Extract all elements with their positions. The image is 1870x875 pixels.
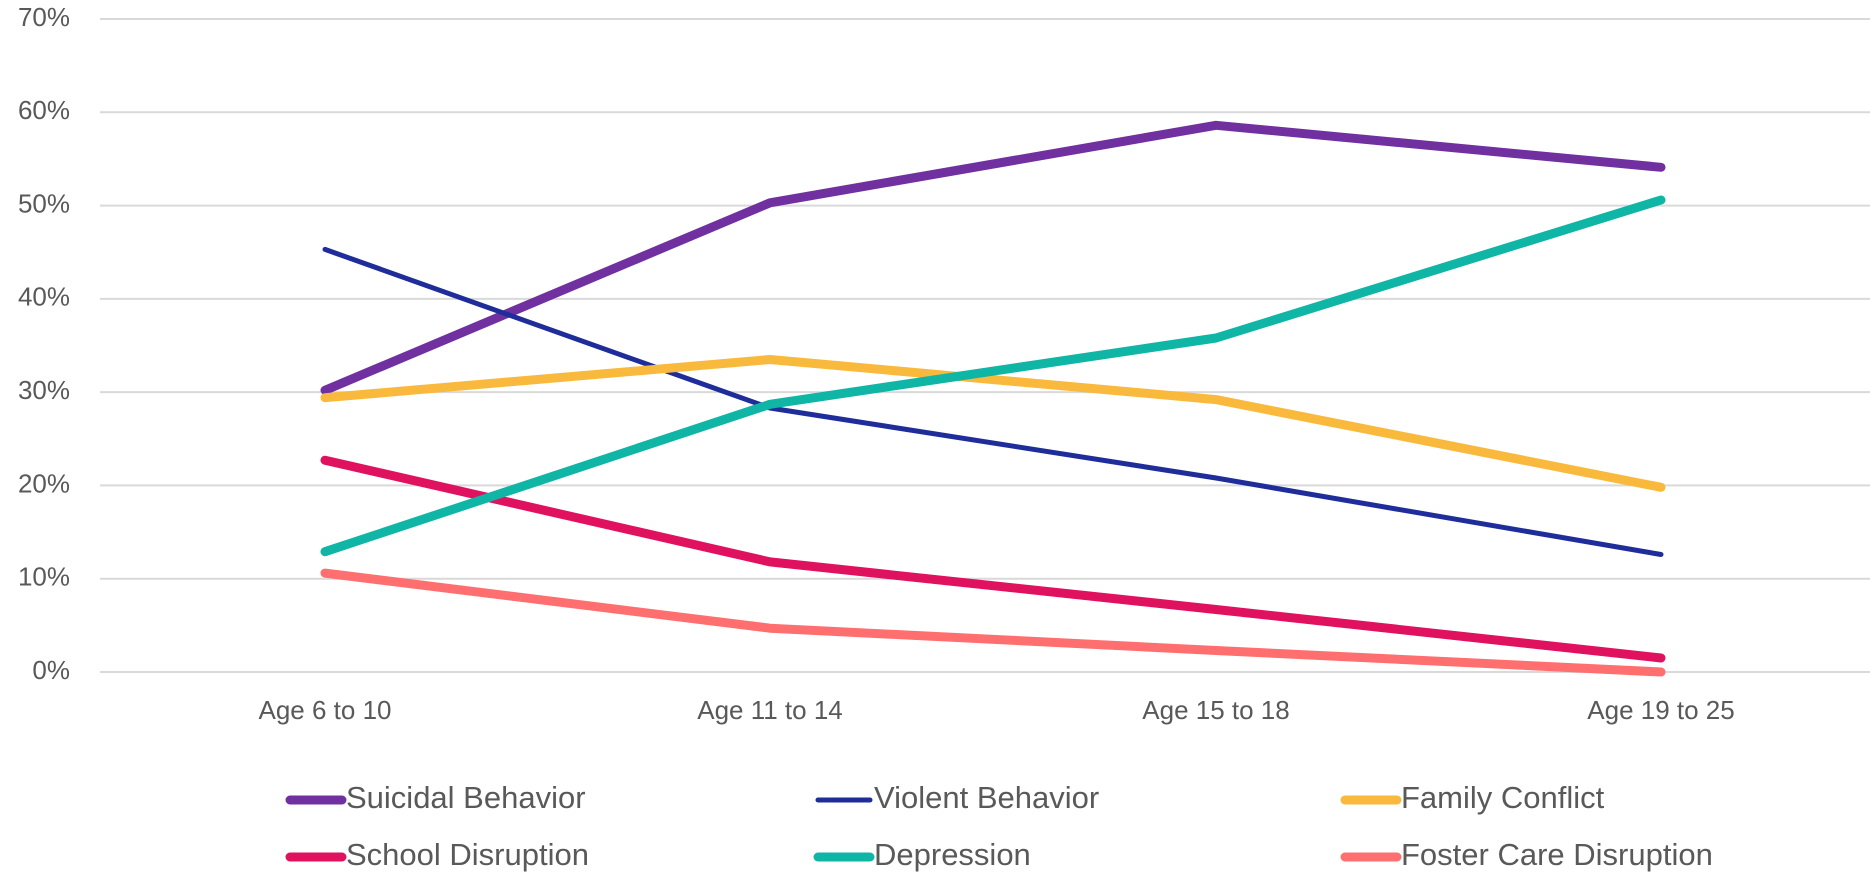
legend-label: School Disruption xyxy=(346,837,589,872)
x-tick-label: Age 15 to 18 xyxy=(1142,695,1289,725)
series-line-suicidal-behavior xyxy=(320,120,1666,395)
y-tick-label: 20% xyxy=(18,468,70,498)
y-tick-label: 70% xyxy=(18,2,70,32)
series-line-depression xyxy=(320,195,1666,557)
legend-item: School Disruption xyxy=(285,837,589,872)
x-tick-label: Age 11 to 14 xyxy=(697,695,843,725)
series-line-foster-care-disruption xyxy=(320,568,1666,677)
legend-label: Foster Care Disruption xyxy=(1401,837,1713,872)
y-tick-label: 30% xyxy=(18,375,70,405)
y-tick-label: 0% xyxy=(32,655,70,685)
legend-item: Foster Care Disruption xyxy=(1340,837,1713,872)
y-tick-label: 10% xyxy=(18,562,70,592)
legend-item: Violent Behavior xyxy=(815,780,1099,815)
y-tick-label: 40% xyxy=(18,282,70,312)
y-axis-tick-labels: 0% 10% 20% 30% 40% 50% 60% 70% xyxy=(18,2,70,685)
x-axis-tick-labels: Age 6 to 10 Age 11 to 14 Age 15 to 18 Age 1… xyxy=(259,695,1735,725)
series-lines xyxy=(320,120,1666,677)
series-line-family-conflict xyxy=(320,355,1666,492)
legend: Suicidal Behavior Violent Behavior Family … xyxy=(285,780,1713,872)
legend-item: Family Conflict xyxy=(1340,780,1605,815)
legend-item: Depression xyxy=(813,837,1031,872)
legend-label: Depression xyxy=(874,837,1031,872)
legend-label: Family Conflict xyxy=(1401,780,1605,815)
series-line-violent-behavior xyxy=(322,246,1664,557)
legend-label: Suicidal Behavior xyxy=(346,780,586,815)
legend-item: Suicidal Behavior xyxy=(285,780,586,815)
y-tick-label: 60% xyxy=(18,95,70,125)
series-line-school-disruption xyxy=(320,455,1666,663)
y-tick-label: 50% xyxy=(18,188,70,218)
x-tick-label: Age 6 to 10 xyxy=(259,695,392,725)
x-tick-label: Age 19 to 25 xyxy=(1587,695,1734,725)
legend-label: Violent Behavior xyxy=(874,780,1099,815)
